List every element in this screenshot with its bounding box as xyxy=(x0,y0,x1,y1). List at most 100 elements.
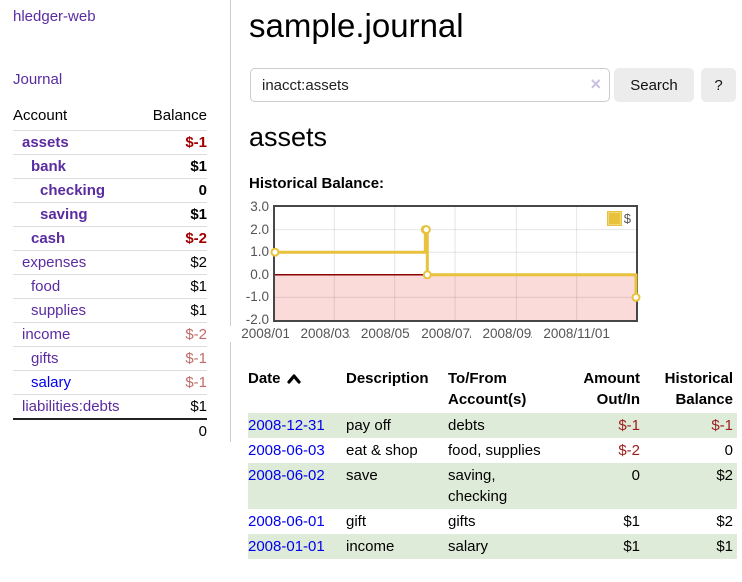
register-date-link[interactable]: 2008-06-02 xyxy=(248,467,325,484)
register-row: 2008-06-02 save saving, checking 0 $2 xyxy=(248,463,737,509)
sidebar-account-balance: $-1 xyxy=(185,134,207,151)
sidebar-account-balance: $-2 xyxy=(185,230,207,247)
sidebar-account-link[interactable]: supplies xyxy=(31,302,87,319)
sidebar-account-link[interactable]: cash xyxy=(31,230,66,247)
sidebar-account-row: gifts $-1 xyxy=(13,346,207,370)
register-date-link[interactable]: 2008-06-01 xyxy=(248,513,325,530)
y-axis-tick-label: 0.0 xyxy=(250,266,269,282)
sidebar-account-row: supplies $1 xyxy=(13,298,207,322)
register-description-cell: income xyxy=(346,538,395,555)
register-date-cell: 2008-12-31 xyxy=(248,415,346,436)
help-button[interactable]: ? xyxy=(701,68,736,102)
page-title: sample.journal xyxy=(249,7,464,44)
sidebar-account-balance: $2 xyxy=(190,254,207,271)
x-axis-tick-label: 2008/11/01 xyxy=(531,326,622,342)
register-description-cell: pay off xyxy=(346,417,391,434)
sidebar-account-link[interactable]: food xyxy=(31,278,61,295)
register-accounts-cell: saving, checking xyxy=(448,467,508,505)
sidebar-account-link[interactable]: gifts xyxy=(31,350,59,367)
register-row: 2008-12-31 pay off debts $-1 $-1 xyxy=(248,413,737,438)
register-row: 2008-06-01 gift gifts $1 $2 xyxy=(248,509,737,534)
register-balance-cell: $2 xyxy=(716,467,733,484)
register-balance-cell: 0 xyxy=(724,442,733,459)
sidebar-account-row: food $1 xyxy=(13,274,207,298)
sidebar-account-balance: $1 xyxy=(190,302,207,319)
register-date-link[interactable]: 2008-01-01 xyxy=(248,538,325,555)
sidebar-account-row: income $-2 xyxy=(13,322,207,346)
register-date-cell: 2008-06-02 xyxy=(248,465,346,507)
register-accounts-cell: salary xyxy=(448,538,489,555)
sidebar-account-balance: $-1 xyxy=(185,374,207,391)
sidebar-account-link[interactable]: liabilities:debts xyxy=(22,398,120,415)
register-description-cell: eat & shop xyxy=(346,442,418,459)
accounts-table-header: Account Balance xyxy=(13,104,207,130)
data-point xyxy=(421,225,431,235)
accounts-col-account: Account xyxy=(13,107,68,124)
negative-region-fill xyxy=(275,274,636,320)
sidebar-account-row: salary $-1 xyxy=(13,370,207,394)
search-input[interactable] xyxy=(250,68,610,102)
register-row: 2008-06-03 eat & shop food, supplies $-2 0 xyxy=(248,438,737,463)
register-col-bal: Historical Balance xyxy=(664,370,733,408)
y-axis-tick-label: 3.0 xyxy=(250,199,269,214)
sort-ascending-icon xyxy=(286,374,301,384)
register-header: Date Description To/From Account(s) Amount … xyxy=(248,368,737,413)
sidebar-account-link[interactable]: assets xyxy=(22,134,69,151)
sidebar-account-link[interactable]: saving xyxy=(40,206,88,223)
register-col-desc: Description xyxy=(346,370,429,387)
accounts-total-value: 0 xyxy=(198,423,207,440)
sidebar-item-journal[interactable]: Journal xyxy=(13,71,63,88)
y-axis-tick-label: 2.0 xyxy=(250,221,269,237)
sidebar-account-row: expenses $2 xyxy=(13,250,207,274)
register-balance-cell: $-1 xyxy=(711,417,733,434)
sidebar-account-link[interactable]: expenses xyxy=(22,254,87,271)
sidebar-account-row: liabilities:debts $1 xyxy=(13,394,207,418)
chart-legend: $ xyxy=(606,211,631,226)
accounts-col-balance: Balance xyxy=(152,107,207,124)
sidebar-account-row: checking 0 xyxy=(13,178,207,202)
register-amount-cell: $-2 xyxy=(618,442,640,459)
sidebar-account-balance: $1 xyxy=(190,158,207,175)
sidebar-account-row: assets $-1 xyxy=(13,130,207,154)
register-col-amt: Amount Out/In xyxy=(583,370,640,408)
register-col-acct: To/From Account(s) xyxy=(448,370,527,408)
sidebar-account-link[interactable]: income xyxy=(22,326,71,343)
accounts-total-row: 0 xyxy=(13,418,207,444)
sidebar-account-balance: $-2 xyxy=(185,326,207,343)
register-amount-cell: $1 xyxy=(623,513,640,530)
register-balance-cell: $1 xyxy=(716,538,733,555)
register-date-link[interactable]: 2008-12-31 xyxy=(248,417,325,434)
accounts-table: Account Balance assets $-1 bank $1 checking 0… xyxy=(13,104,207,444)
register-table: Date Description To/From Account(s) Amount … xyxy=(248,368,737,559)
brand-link[interactable]: hledger-web xyxy=(13,8,96,25)
register-date-cell: 2008-06-01 xyxy=(248,511,346,532)
search-button[interactable]: Search xyxy=(614,68,694,102)
register-col-date[interactable]: Date xyxy=(248,368,346,410)
y-axis-tick-label: -1.0 xyxy=(245,289,269,305)
register-accounts-cell: debts xyxy=(448,417,485,434)
sidebar-account-link[interactable]: salary xyxy=(31,374,72,391)
chart-title: Historical Balance: xyxy=(249,175,385,192)
register-accounts-cell: gifts xyxy=(448,513,476,530)
register-row: 2008-01-01 income salary $1 $1 xyxy=(248,534,737,559)
register-accounts-cell: food, supplies xyxy=(448,442,541,459)
register-description-cell: gift xyxy=(346,513,367,530)
sidebar-account-row: cash $-2 xyxy=(13,226,207,250)
sidebar-account-row: saving $1 xyxy=(13,202,207,226)
register-amount-cell: $1 xyxy=(623,538,640,555)
sidebar-account-balance: $1 xyxy=(190,278,207,295)
register-amount-cell: $-1 xyxy=(618,417,640,434)
register-date-cell: 2008-01-01 xyxy=(248,536,346,557)
register-date-link[interactable]: 2008-06-03 xyxy=(248,442,325,459)
clear-search-icon[interactable]: × xyxy=(590,74,601,94)
sidebar-account-link[interactable]: checking xyxy=(40,182,106,199)
y-axis-tick-label: -2.0 xyxy=(245,312,269,327)
register-description-cell: save xyxy=(346,467,378,484)
register-amount-cell: 0 xyxy=(631,467,640,484)
sidebar: hledger-web Journal Account Balance asse… xyxy=(0,0,231,442)
sidebar-account-link[interactable]: bank xyxy=(31,158,67,175)
register-date-cell: 2008-06-03 xyxy=(248,440,346,461)
sidebar-account-balance: 0 xyxy=(198,182,207,199)
sidebar-account-balance: $1 xyxy=(190,206,207,223)
